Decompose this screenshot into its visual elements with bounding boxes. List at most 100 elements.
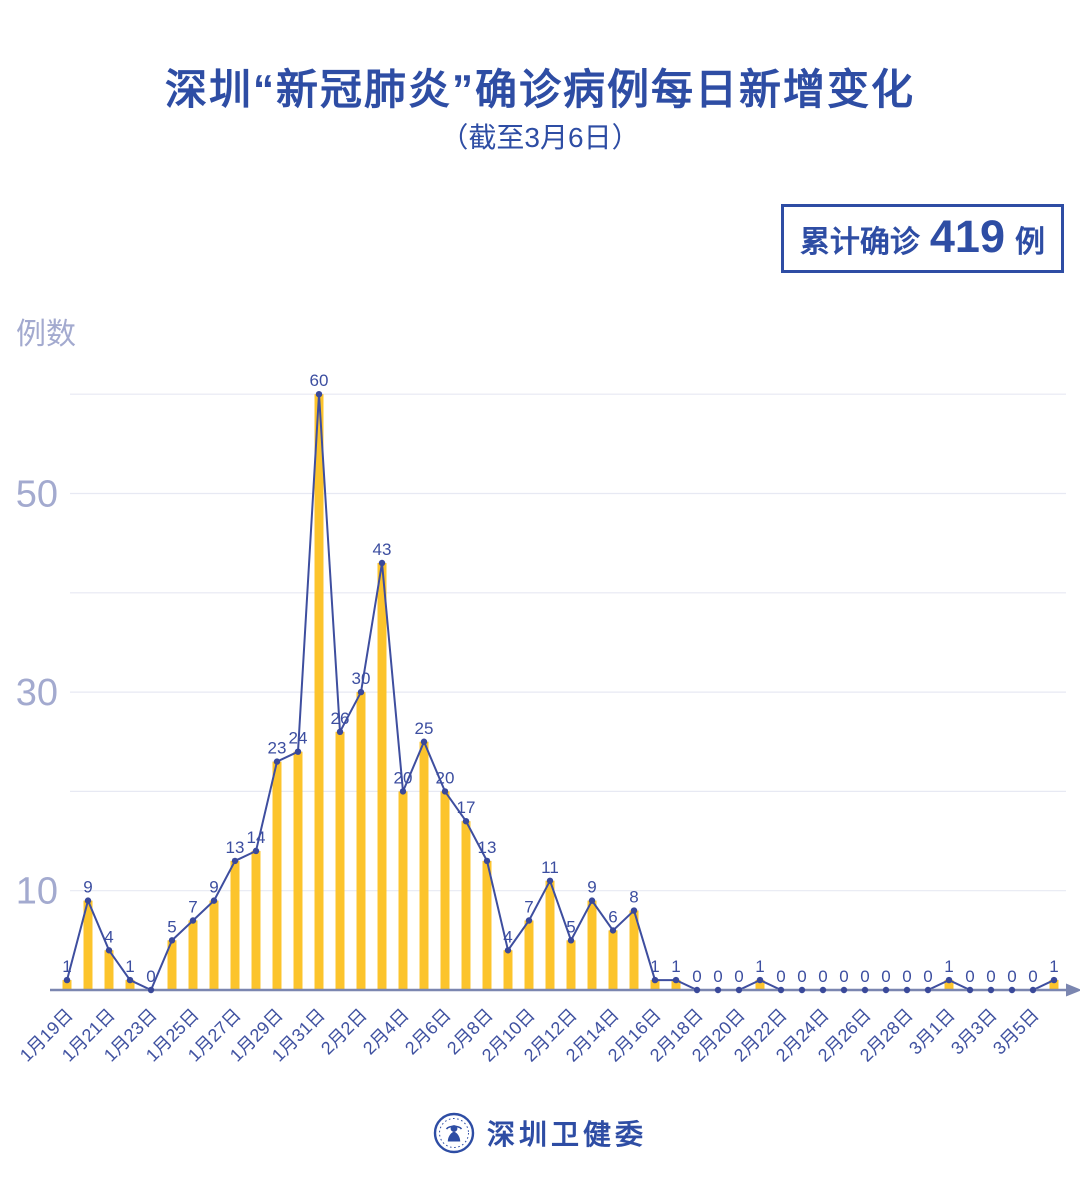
value-label: 14 [247, 828, 266, 847]
value-label: 13 [478, 838, 497, 857]
bar [482, 860, 492, 990]
bar [545, 880, 555, 990]
data-point [231, 857, 239, 865]
bar [398, 791, 408, 990]
data-point [147, 986, 155, 994]
data-point [525, 917, 533, 924]
value-label: 25 [415, 719, 434, 738]
y-tick-label: 30 [16, 672, 58, 714]
value-label: 0 [860, 967, 869, 986]
value-label: 0 [923, 967, 932, 986]
value-label: 1 [755, 957, 764, 976]
bar [167, 940, 177, 990]
badge-label: 累计确诊 [799, 226, 920, 259]
bar [251, 850, 261, 990]
x-tick-label: 3月1日 [905, 1005, 959, 1059]
data-point [210, 897, 218, 904]
cumulative-total-badge: 累计确诊 419 例 [780, 204, 1064, 273]
bar [629, 910, 639, 990]
data-point [651, 976, 659, 984]
value-label: 60 [310, 371, 329, 390]
value-label: 0 [818, 967, 827, 986]
data-point [357, 688, 365, 696]
value-label: 4 [104, 927, 113, 946]
value-label: 1 [671, 957, 680, 976]
data-point [819, 986, 827, 994]
data-point [378, 559, 386, 567]
value-label: 0 [734, 967, 743, 986]
data-point [84, 897, 92, 904]
bar [125, 980, 135, 990]
data-point [126, 976, 134, 984]
logo-person-body [447, 1131, 461, 1142]
data-point [441, 788, 449, 795]
value-label: 20 [436, 768, 455, 787]
x-tick-label: 2月2日 [317, 1005, 371, 1059]
value-label: 9 [209, 878, 218, 897]
data-point [567, 937, 575, 944]
data-point [882, 986, 890, 994]
value-label: 4 [503, 927, 512, 946]
data-point [693, 986, 701, 994]
bar [608, 930, 618, 990]
data-point [1029, 986, 1037, 994]
value-label: 6 [608, 907, 617, 926]
data-point [903, 986, 911, 994]
value-label: 9 [587, 878, 596, 897]
bar [503, 950, 513, 990]
data-point [966, 986, 974, 994]
data-point [672, 976, 680, 984]
data-point [462, 817, 470, 825]
data-point [756, 976, 764, 984]
data-point [924, 986, 932, 994]
data-point [1008, 986, 1016, 994]
x-axis-arrow-icon [1066, 983, 1080, 997]
bar [314, 394, 324, 990]
value-label: 0 [797, 967, 806, 986]
bar [335, 731, 345, 990]
page-title: 深圳“新冠肺炎”确诊病例每日新增变化 [164, 66, 915, 113]
value-label: 0 [881, 967, 890, 986]
bar [272, 761, 282, 990]
bar [104, 950, 114, 990]
data-point [63, 976, 71, 984]
data-point [840, 986, 848, 994]
bar [755, 980, 765, 990]
data-point [252, 847, 260, 855]
data-point [504, 947, 512, 954]
chart-area: 例数 50 30 10 1 9 4 1 0 5 7 9 13 14 23 24 60 26 30 43 20 25 20 17… [0, 300, 1080, 1100]
bar [209, 900, 219, 990]
value-label: 11 [541, 858, 559, 877]
value-label: 8 [629, 888, 638, 907]
value-label: 13 [226, 838, 245, 857]
bar [566, 940, 576, 990]
data-point [546, 877, 554, 884]
badge-value: 419 [929, 211, 1005, 262]
bar [377, 563, 387, 990]
y-axis-label: 例数 [16, 318, 76, 351]
value-label: 1 [62, 957, 71, 976]
value-label: 0 [146, 967, 155, 986]
data-point [714, 986, 722, 994]
value-label: 7 [188, 897, 197, 916]
data-point [315, 391, 323, 398]
brand-name: 深圳卫健委 [486, 1119, 647, 1150]
value-label: 0 [986, 967, 995, 986]
bar [83, 900, 93, 990]
data-point [609, 927, 617, 934]
bar [419, 741, 429, 990]
data-point [399, 788, 407, 795]
value-label: 7 [524, 897, 533, 916]
data-point [588, 897, 596, 904]
value-label: 20 [394, 768, 413, 787]
x-tick-label: 2月6日 [401, 1005, 455, 1059]
data-point [798, 986, 806, 994]
value-label: 9 [83, 878, 92, 897]
value-label: 0 [1028, 967, 1037, 986]
data-point [945, 976, 953, 984]
footer: 深圳卫健委 [0, 1112, 1080, 1154]
data-point [987, 986, 995, 994]
x-tick-label: 3月5日 [989, 1005, 1043, 1059]
value-label: 43 [373, 540, 392, 559]
